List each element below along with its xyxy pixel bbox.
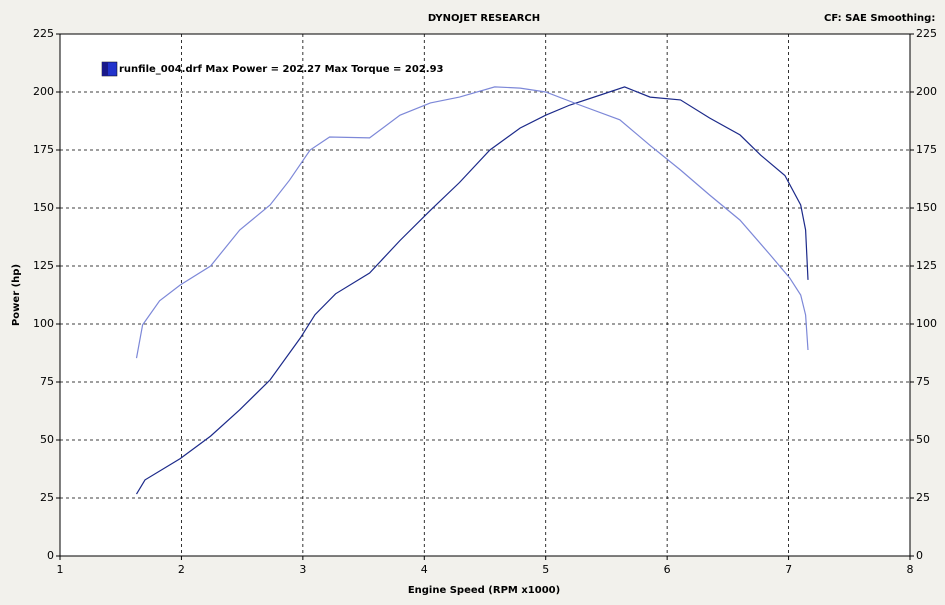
y2-tick-label: 200 [916, 85, 937, 98]
data-line [135, 86, 809, 359]
x-tick-label: 5 [542, 563, 549, 576]
y-tick-label: 50 [40, 433, 54, 446]
y-tick-label: 225 [33, 27, 54, 40]
x-tick-label: 3 [299, 563, 306, 576]
y-tick-label: 75 [40, 375, 54, 388]
y2-tick-label: 0 [916, 549, 923, 562]
chart-title: DYNOJET RESEARCH [428, 13, 540, 24]
y-axis-label: Power (hp) [11, 264, 22, 326]
y-tick-label: 175 [33, 143, 54, 156]
x-tick-label: 6 [664, 563, 671, 576]
x-tick-label: 1 [57, 563, 64, 576]
x-tick-label: 2 [178, 563, 185, 576]
y-tick-label: 200 [33, 85, 54, 98]
y-tick-label: 150 [33, 201, 54, 214]
y-tick-label: 25 [40, 491, 54, 504]
y2-tick-label: 225 [916, 27, 937, 40]
x-tick-label: 4 [421, 563, 428, 576]
y-tick-label: 0 [47, 549, 54, 562]
y2-tick-label: 75 [916, 375, 930, 388]
plot-area [59, 33, 911, 557]
y-tick-label: 100 [33, 317, 54, 330]
y2-tick-label: 175 [916, 143, 937, 156]
y2-tick-label: 150 [916, 201, 937, 214]
y2-tick-label: 25 [916, 491, 930, 504]
y-tick-label: 125 [33, 259, 54, 272]
x-tick-label: 8 [907, 563, 914, 576]
data-line [135, 86, 809, 495]
legend-swatch-part [102, 62, 108, 76]
y2-tick-label: 125 [916, 259, 937, 272]
chart-subtitle: CF: SAE Smoothing: [824, 13, 935, 24]
legend-text: runfile_004.drf Max Power = 202.27 Max T… [119, 64, 444, 75]
y2-tick-label: 100 [916, 317, 937, 330]
x-tick-label: 7 [785, 563, 792, 576]
y2-tick-label: 50 [916, 433, 930, 446]
x-axis-label: Engine Speed (RPM x1000) [408, 585, 560, 596]
